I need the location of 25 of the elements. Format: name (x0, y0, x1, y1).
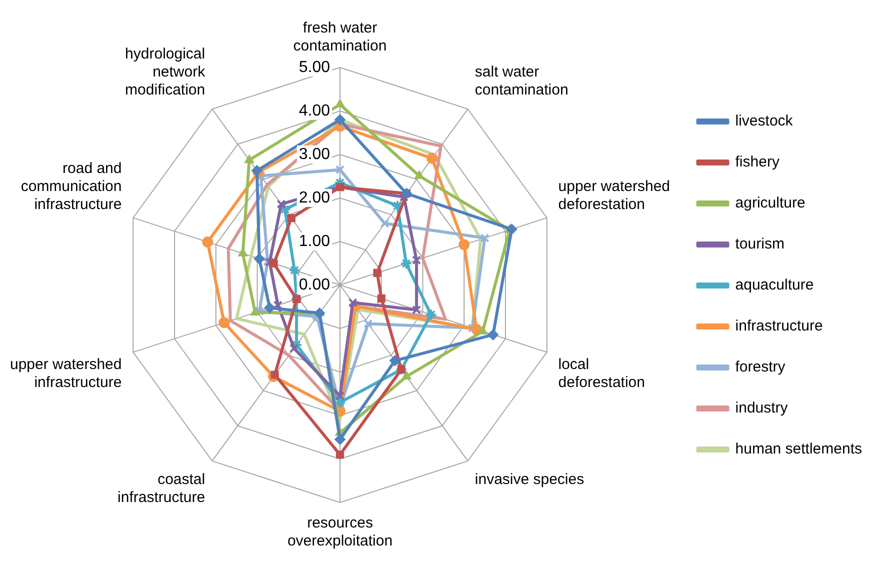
legend-label: industry (735, 400, 788, 417)
y-tick-label: 1.00 (298, 232, 330, 250)
spoke-label: road and communication infrastructure (20, 160, 122, 214)
spoke-label: salt water contamination (474, 63, 568, 98)
spoke-label: resources overexploitation (287, 514, 393, 550)
y-tick-label: 0.00 (298, 276, 330, 294)
legend-label: infrastructure (735, 318, 823, 335)
y-tick-label: 2.00 (298, 189, 330, 206)
spoke-label: coastal infrastructure (118, 470, 206, 506)
spoke-label: hydrological network modification (125, 45, 206, 98)
y-tick-label: 3.00 (298, 146, 330, 163)
legend-label: livestock (735, 112, 794, 130)
legend-label: forestry (735, 358, 786, 376)
legend-label: tourism (735, 236, 784, 253)
spoke-label: upper watershed infrastructure (10, 356, 122, 392)
legend-label: agriculture (735, 194, 806, 212)
spoke-label: fresh water contamination (293, 20, 387, 55)
y-tick-label: 5.00 (298, 58, 330, 76)
spoke-label: invasive species (474, 470, 584, 488)
spoke-label: local deforestation (558, 356, 645, 392)
legend-label: fishery (735, 154, 780, 171)
legend-label: human settlements (735, 440, 862, 458)
spoke-label: upper watershed deforestation (558, 178, 670, 214)
legend-label: aquaculture (735, 276, 814, 294)
y-tick-label: 4.00 (298, 102, 330, 120)
